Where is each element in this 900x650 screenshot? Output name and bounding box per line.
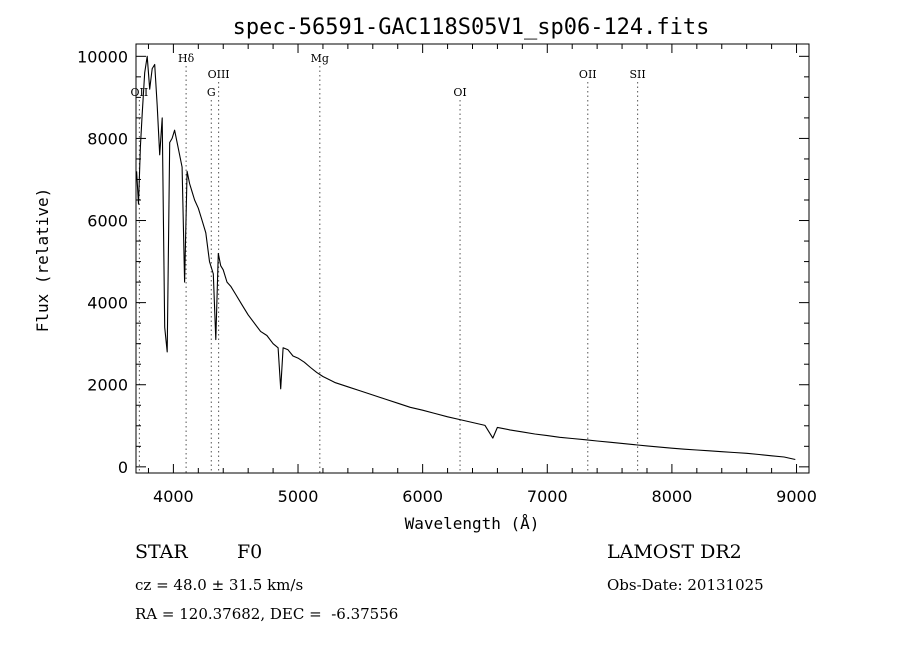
observation-date: Obs-Date: 20131025: [607, 576, 764, 594]
survey-name: LAMOST DR2: [607, 541, 742, 563]
y-tick-label: 2000: [87, 376, 128, 395]
y-tick-label: 10000: [77, 47, 128, 66]
y-tick-label: 6000: [87, 212, 128, 231]
x-tick-label: 8000: [652, 487, 693, 506]
ra-dec-coordinates: RA = 120.37682, DEC = -6.37556: [135, 605, 399, 623]
y-tick-label: 0: [118, 458, 128, 477]
x-tick-label: 7000: [527, 487, 568, 506]
x-tick-label: 4000: [153, 487, 194, 506]
chart-title: spec-56591-GAC118S05V1_sp06-124.fits: [233, 15, 710, 40]
x-tick-label: 5000: [278, 487, 319, 506]
x-tick-label: 9000: [776, 487, 817, 506]
spectral-line-label: OII: [579, 68, 597, 81]
object-subclass: F0: [237, 541, 263, 563]
spectral-line-label: Mg: [311, 52, 329, 65]
spectral-line-label: OIII: [208, 68, 230, 81]
plot-frame: [135, 43, 810, 474]
spectral-line-label: Hδ: [178, 52, 195, 65]
axis-ticks-layer: 4000 5000 6000 7000 8000 9000 0 2000 4000 6000 800…: [77, 44, 817, 506]
spectral-line-label: OI: [453, 86, 466, 99]
flux-spectrum-line: [136, 55, 796, 461]
object-class: STAR: [135, 541, 188, 563]
y-tick-label: 4000: [87, 294, 128, 313]
redshift-velocity: cz = 48.0 ± 31.5 km/s: [135, 576, 304, 594]
y-axis-label: Flux (relative): [33, 188, 52, 333]
x-tick-label: 6000: [402, 487, 443, 506]
y-tick-label: 8000: [87, 129, 128, 148]
spectral-line-label: G: [207, 86, 216, 99]
spectral-line-label: SII: [630, 68, 646, 81]
x-axis-label: Wavelength (Å): [405, 514, 540, 533]
